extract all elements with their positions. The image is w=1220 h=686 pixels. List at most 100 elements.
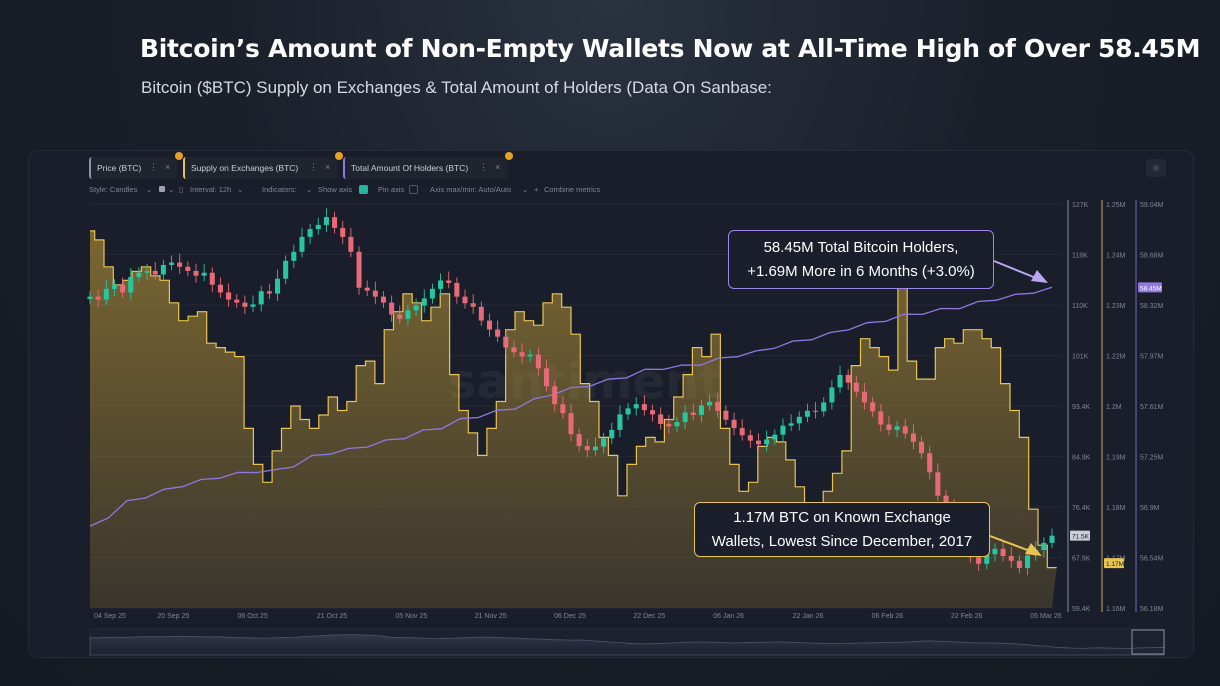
price-candle bbox=[429, 283, 435, 304]
price-candle bbox=[674, 416, 680, 432]
chevron-down-icon[interactable]: ⌄ bbox=[522, 185, 529, 194]
axis-tick-label: 57.25M bbox=[1140, 455, 1164, 462]
price-candle bbox=[723, 405, 729, 426]
supply-line bbox=[90, 230, 1057, 569]
price-candle bbox=[992, 543, 998, 562]
price-candle bbox=[552, 380, 558, 412]
x-tick-label: 22 Jan 26 bbox=[793, 613, 824, 620]
price-candle bbox=[910, 424, 916, 450]
navigator-range-handle[interactable] bbox=[1131, 629, 1165, 655]
price-candle bbox=[527, 349, 533, 362]
show-axis-label: Show axis bbox=[318, 185, 353, 194]
tab-holders-label: Total Amount Of Holders (BTC) bbox=[351, 163, 469, 173]
pin-axis-checkbox[interactable] bbox=[409, 185, 418, 194]
price-candle bbox=[168, 255, 175, 271]
price-candle bbox=[1000, 541, 1006, 562]
pro-badge-icon bbox=[505, 152, 513, 160]
style-select[interactable]: Style: Candles bbox=[89, 185, 138, 194]
combine-metrics-button[interactable]: Combine metrics bbox=[544, 185, 601, 194]
price-candle bbox=[560, 397, 566, 419]
price-candle bbox=[576, 428, 582, 452]
chevron-down-icon[interactable]: ⌄ bbox=[168, 185, 175, 194]
price-candle bbox=[307, 223, 313, 245]
price-candle bbox=[772, 429, 778, 445]
more-icon[interactable]: ⋮ bbox=[479, 162, 488, 172]
supply-arrow bbox=[989, 535, 1042, 556]
price-candle bbox=[356, 246, 362, 295]
price-candle bbox=[438, 273, 444, 297]
price-candle bbox=[609, 422, 615, 444]
axis-tick-label: 56.54M bbox=[1140, 556, 1164, 563]
axis-tick-label: 58.68M bbox=[1140, 253, 1164, 260]
price-candle bbox=[853, 375, 859, 398]
plus-icon[interactable]: + bbox=[534, 185, 539, 194]
price-candle bbox=[764, 430, 770, 452]
axes-layer: 127K 118K 110K 101K 93.4K 84.9K 76.4K 67.9K 59.4… bbox=[94, 200, 1164, 620]
price-candle bbox=[503, 331, 509, 355]
price-candle bbox=[780, 418, 786, 442]
price-candle bbox=[617, 405, 623, 438]
dot-icon bbox=[1153, 165, 1159, 171]
show-axis-checkbox[interactable] bbox=[359, 185, 368, 194]
price-candle bbox=[568, 404, 574, 442]
price-candle bbox=[193, 263, 199, 283]
price-candle bbox=[878, 404, 884, 432]
indicators-select[interactable]: Indicators: bbox=[262, 185, 297, 194]
color-swatch-icon[interactable] bbox=[159, 186, 165, 192]
price-candle bbox=[413, 298, 419, 316]
close-icon[interactable]: × bbox=[325, 162, 331, 172]
price-candle bbox=[217, 277, 223, 298]
axis-tick-label: 58.32M bbox=[1140, 303, 1164, 310]
price-candle bbox=[902, 419, 908, 439]
x-tick-label: 06 Jan 26 bbox=[713, 613, 744, 620]
axis-minmax-select[interactable]: Axis max/min: Auto/Auto bbox=[430, 185, 512, 194]
chevron-down-icon[interactable]: ⌄ bbox=[146, 185, 153, 194]
close-icon[interactable]: × bbox=[495, 162, 501, 172]
price-candle bbox=[935, 463, 941, 502]
tab-price[interactable]: Price (BTC) ⋮ × bbox=[89, 152, 183, 179]
x-tick-label: 22 Feb 26 bbox=[951, 613, 983, 620]
more-icon[interactable]: ⋮ bbox=[309, 162, 318, 172]
holders-line-layer bbox=[89, 286, 1053, 527]
price-candle bbox=[478, 301, 484, 326]
navigator-layer bbox=[89, 628, 1165, 656]
holders-callout-line1: 58.45M Total Bitcoin Holders, bbox=[763, 239, 959, 256]
interval-select[interactable]: Interval: 12h bbox=[190, 185, 232, 194]
tab-holders[interactable]: Total Amount Of Holders (BTC) ⋮ × bbox=[343, 152, 513, 179]
price-candle bbox=[544, 359, 550, 392]
price-candle bbox=[625, 403, 631, 420]
axis-tick-label: 59.04M bbox=[1140, 202, 1164, 209]
price-candle bbox=[666, 414, 672, 434]
fullscreen-button[interactable] bbox=[1146, 159, 1166, 177]
tab-supply-label: Supply on Exchanges (BTC) bbox=[191, 163, 299, 173]
svg-text:58.45M: 58.45M bbox=[1140, 285, 1162, 292]
price-candle bbox=[813, 401, 819, 419]
price-candle bbox=[1041, 537, 1047, 558]
price-candle bbox=[120, 277, 126, 298]
price-candle bbox=[731, 412, 737, 436]
candles-icon[interactable]: ▯ bbox=[179, 185, 184, 194]
axis-tick-label: 93.4K bbox=[1072, 404, 1091, 411]
pro-badge-icon bbox=[335, 152, 343, 160]
price-candle bbox=[201, 263, 207, 282]
x-tick-label: 21 Nov 25 bbox=[475, 613, 507, 620]
x-tick-label: 04 Sep 25 bbox=[94, 613, 126, 620]
axis-tick-label: 101K bbox=[1072, 354, 1089, 361]
close-icon[interactable]: × bbox=[165, 162, 171, 172]
axis-tick-label: 1.18M bbox=[1106, 505, 1126, 512]
current-value-badge: 58.45M bbox=[1138, 282, 1162, 293]
price-candle bbox=[397, 305, 403, 325]
supply-callout: 1.17M BTC on Known Exchange Wallets, Low… bbox=[694, 502, 990, 557]
price-candle bbox=[274, 269, 281, 301]
chevron-down-icon[interactable]: ⌄ bbox=[237, 185, 244, 194]
price-candle bbox=[707, 394, 713, 411]
holders-callout-line2: +1.69M More in 6 Months (+3.0%) bbox=[747, 263, 975, 280]
chevron-down-icon[interactable]: ⌄ bbox=[306, 185, 313, 194]
tab-supply[interactable]: Supply on Exchanges (BTC) ⋮ × bbox=[183, 152, 343, 179]
more-icon[interactable]: ⋮ bbox=[149, 162, 158, 172]
price-candle bbox=[1049, 528, 1055, 549]
price-candle bbox=[535, 347, 541, 376]
price-candle bbox=[470, 294, 476, 314]
price-candle bbox=[821, 397, 827, 417]
axis-tick-label: 67.9K bbox=[1072, 556, 1091, 563]
